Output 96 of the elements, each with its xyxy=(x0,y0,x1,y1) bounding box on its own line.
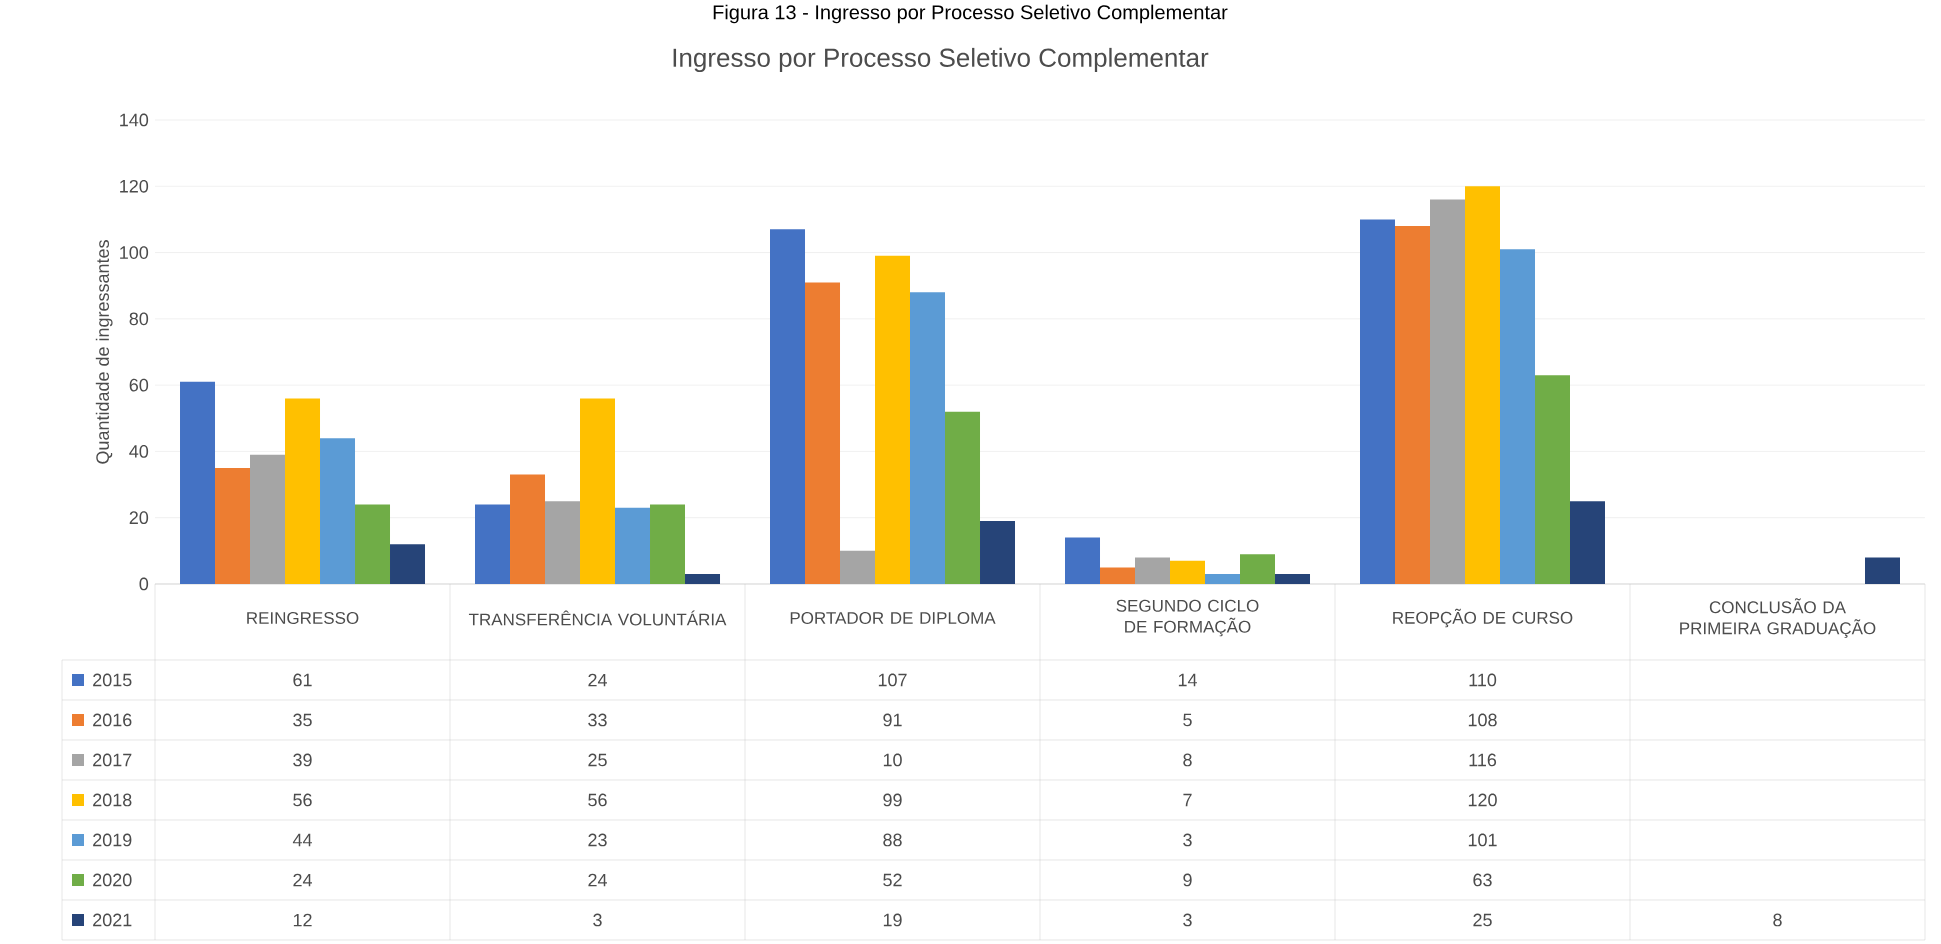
x-tick-label: SEGUNDO CICLO DE FORMAÇÃO xyxy=(1116,599,1259,637)
data-label: 61 xyxy=(293,673,312,687)
data-label: 19 xyxy=(883,913,902,927)
data-label: 23 xyxy=(588,833,607,847)
bar xyxy=(215,467,251,584)
bar xyxy=(1240,554,1275,584)
bar xyxy=(685,574,721,584)
bar xyxy=(1500,249,1535,584)
y-tick-label: 80 xyxy=(129,312,149,326)
legend-label: 2021 xyxy=(93,913,132,927)
data-label: 107 xyxy=(878,673,907,687)
y-tick-label: 140 xyxy=(120,113,149,127)
bar xyxy=(615,507,651,584)
data-label: 25 xyxy=(588,753,607,767)
data-label: 3 xyxy=(1183,833,1192,847)
bar xyxy=(1395,226,1430,584)
bar xyxy=(1570,501,1605,584)
bar xyxy=(1430,199,1465,584)
data-label: 24 xyxy=(588,673,607,687)
bar xyxy=(1100,567,1135,584)
bar xyxy=(545,501,581,584)
legend-label: 2016 xyxy=(93,713,132,727)
data-label: 35 xyxy=(293,713,312,727)
bar xyxy=(1865,557,1900,584)
bar xyxy=(910,292,946,584)
bar xyxy=(875,255,911,584)
bar xyxy=(1360,219,1395,584)
bar xyxy=(510,474,546,584)
bar xyxy=(805,282,841,584)
data-label: 33 xyxy=(588,713,607,727)
bar xyxy=(320,438,356,584)
data-label: 8 xyxy=(1183,753,1192,767)
x-tick-label: REINGRESSO xyxy=(247,611,359,625)
legend-label: 2018 xyxy=(93,793,132,807)
bar xyxy=(1170,560,1206,584)
bar xyxy=(250,454,286,584)
x-tick-label: REOPÇÃO DE CURSO xyxy=(1393,608,1573,628)
text: Figura 13 - Ingresso por Processo Seletivo Complementar xyxy=(713,4,1228,24)
bar xyxy=(650,504,686,584)
y-tick-label: 60 xyxy=(129,378,149,392)
data-label: 39 xyxy=(293,753,312,767)
bar xyxy=(770,229,805,584)
data-label: 12 xyxy=(293,913,312,927)
data-label: 63 xyxy=(1473,873,1492,887)
data-label: 14 xyxy=(1178,673,1197,687)
legend-label: 2019 xyxy=(93,833,132,847)
data-label: 9 xyxy=(1183,873,1192,887)
data-label: 110 xyxy=(1469,673,1497,687)
bar xyxy=(1535,375,1570,584)
bar xyxy=(355,504,391,584)
legend-label: 2015 xyxy=(93,673,132,687)
y-tick-label: 120 xyxy=(120,179,149,193)
y-tick-label: 100 xyxy=(120,246,149,259)
bar xyxy=(945,411,981,584)
x-tick-label: PORTADOR DE DIPLOMA xyxy=(790,611,996,625)
x-tick-label: CONCLUSÃO DA PRIMEIRA GRADUAÇÃO xyxy=(1680,598,1876,638)
bar xyxy=(840,550,876,584)
bar xyxy=(285,398,321,584)
y-tick-label: 0 xyxy=(139,577,149,591)
data-label: 24 xyxy=(293,873,312,887)
legend-label: 2020 xyxy=(93,873,132,887)
bar xyxy=(980,521,1016,584)
data-label: 99 xyxy=(883,793,902,807)
legend-label: 2017 xyxy=(93,753,132,767)
data-label: 52 xyxy=(883,873,902,887)
data-label: 56 xyxy=(588,793,607,807)
bar xyxy=(390,544,426,584)
bar xyxy=(475,504,511,584)
bar xyxy=(1465,186,1500,584)
bar xyxy=(1135,557,1170,584)
data-label: 5 xyxy=(1183,713,1192,727)
data-label: 44 xyxy=(292,833,312,847)
data-label: 10 xyxy=(883,753,902,767)
data-label: 25 xyxy=(1473,913,1492,927)
data-label: 3 xyxy=(593,913,602,927)
data-label: 24 xyxy=(588,873,607,887)
data-label: 120 xyxy=(1468,793,1497,807)
chart-title: Ingresso por Processo Seletivo Complementar xyxy=(673,47,1209,73)
data-label: 108 xyxy=(1468,713,1497,727)
data-label: 7 xyxy=(1183,793,1192,807)
bar xyxy=(1275,574,1311,584)
bar xyxy=(1065,537,1101,584)
data-label: 56 xyxy=(293,793,312,807)
data-label: 91 xyxy=(883,713,902,727)
x-tick-label: TRANSFERÊNCIA VOLUNTÁRIA xyxy=(468,610,727,626)
data-label: 116 xyxy=(1469,753,1497,767)
data-label: 101 xyxy=(1468,833,1497,847)
bar xyxy=(580,398,616,584)
y-tick-label: 20 xyxy=(129,511,149,525)
data-label: 8 xyxy=(1773,913,1782,927)
data-label: 3 xyxy=(1183,913,1192,927)
bar xyxy=(180,381,216,584)
y-tick-label: 40 xyxy=(129,445,149,458)
data-label: 88 xyxy=(883,833,902,847)
y-axis-title: Quantidade de ingressantes xyxy=(95,240,113,464)
bar xyxy=(1205,574,1240,584)
